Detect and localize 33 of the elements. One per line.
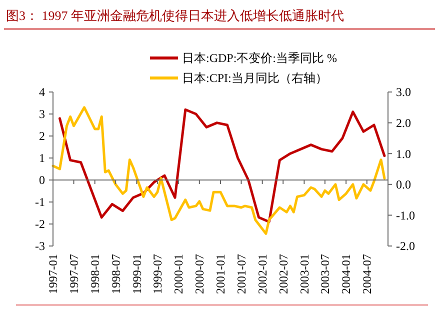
- x-tick-label: 2001-01: [214, 254, 228, 294]
- y2-tick-label: 2.0: [396, 116, 411, 130]
- y-tick-label: 2: [39, 129, 45, 144]
- x-tick-label: 1997-07: [66, 254, 81, 294]
- y2-tick-label: 3.0: [396, 85, 411, 100]
- y-tick-label: 3: [39, 107, 45, 122]
- x-tick-label: 2001-07: [234, 254, 248, 294]
- y2-tick-label: 1.0: [396, 146, 411, 161]
- legend-label: 日本:CPI:当月同比（右轴）: [182, 71, 328, 86]
- x-tick-label: 2002-07: [276, 254, 290, 294]
- x-tick-label: 2002-01: [256, 254, 270, 294]
- y2-tick-label: 0.0: [396, 178, 411, 192]
- x-tick-label: 1999-07: [150, 254, 165, 294]
- y-tick-label: -2: [35, 217, 45, 232]
- y-tick-label: 0: [39, 173, 45, 188]
- x-tick-label: 1997-01: [46, 254, 60, 294]
- x-tick-label: 2003-01: [297, 254, 312, 294]
- y2-tick-label: -1.0: [396, 208, 415, 222]
- x-tick-label: 1999-01: [130, 254, 144, 294]
- legend-label: 日本:GDP:不变价:当季同比 %: [182, 51, 338, 66]
- y-tick-label: -3: [35, 239, 45, 254]
- x-tick-label: 2004-07: [360, 254, 374, 294]
- x-tick-label: 2000-07: [192, 254, 207, 294]
- chart-title: 图3： 1997 年亚洲金融危机使得日本进入低增长低通胀时代: [6, 8, 344, 23]
- x-tick-label: 1998-07: [108, 254, 123, 294]
- y-tick-label: 4: [39, 85, 45, 100]
- y-tick-label: -1: [35, 195, 45, 210]
- x-tick-label: 2000-01: [172, 254, 186, 294]
- y2-tick-label: -2.0: [396, 239, 415, 254]
- x-tick-label: 2004-01: [339, 254, 354, 294]
- y-tick-label: 1: [39, 151, 45, 166]
- x-tick-label: 2003-07: [318, 254, 332, 294]
- x-tick-label: 1998-01: [88, 254, 102, 294]
